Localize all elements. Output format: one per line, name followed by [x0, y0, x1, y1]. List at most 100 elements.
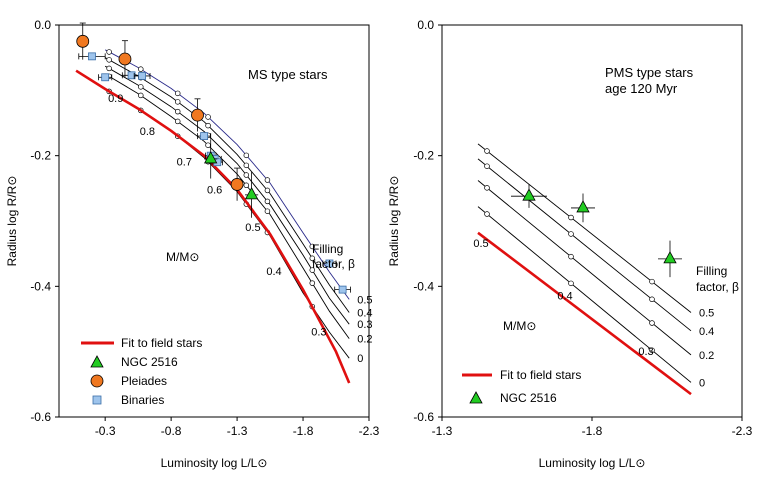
pms-x-axis-label: Luminosity log L/L⊙ [539, 456, 646, 470]
ms-filling-value-label: 0.5 [357, 294, 372, 306]
binary-point [88, 52, 96, 61]
ms-model-point [205, 114, 211, 120]
pms-model-point [568, 280, 574, 287]
pms-y-tick-label: -0.4 [413, 279, 434, 293]
pms-x-tick-label: -1.8 [582, 424, 603, 438]
pms-legend-ngc-swatch [469, 391, 483, 404]
pms-filling-label-1: Filling [696, 264, 727, 278]
ms-x-tick-label: -0.8 [161, 424, 182, 438]
ms-model-point [309, 243, 316, 250]
pms-plot-frame [441, 24, 743, 418]
pleiades-point [118, 52, 132, 66]
pms-model-point [649, 278, 655, 285]
binary-point [338, 285, 347, 294]
ms-filling-line [104, 73, 350, 339]
pms-mass-value-label: 0.4 [557, 290, 572, 302]
pleiades-point [76, 34, 90, 48]
pms-x-tick-label: -1.3 [432, 424, 453, 438]
ms-model-point [174, 108, 181, 115]
ms-model-point [264, 198, 271, 205]
ms-mass-value-label: 0.3 [311, 326, 326, 338]
ms-model-point [264, 177, 271, 183]
ms-x-tick-label: -2.3 [359, 424, 380, 438]
pms-filling-value-label: 0.2 [699, 350, 714, 362]
ms-model-point [243, 172, 250, 178]
pms-model-point [484, 163, 490, 169]
binary-point [200, 132, 209, 140]
pms-filling-line [477, 158, 692, 332]
ms-model-point [205, 122, 211, 129]
ms-legend-pleiades-label: Pleiades [121, 374, 167, 388]
pms-mass-value-label: 0.5 [473, 238, 488, 250]
binary-point [127, 71, 136, 80]
ms-x-tick-label: -1.8 [293, 424, 314, 438]
ms-filling-line [104, 57, 350, 313]
ms-mass-value-label: 0.9 [108, 93, 123, 105]
binary-point [101, 73, 110, 82]
pms-model-point [484, 211, 490, 217]
ms-model-point [106, 49, 112, 55]
ms-model-point [106, 57, 112, 63]
ms-legend-ngc-label: NGC 2516 [121, 355, 178, 369]
ms-x-tick-label: -0.3 [95, 424, 116, 438]
pleiades-point [230, 178, 244, 191]
ms-legend-fit-label: Fit to field stars [121, 336, 202, 350]
pms-legend: Fit to field stars NGC 2516 [462, 368, 581, 405]
ms-mass-value-label: 0.4 [266, 266, 281, 278]
ms-title: MS type stars [248, 67, 328, 82]
ms-model-point [138, 66, 144, 72]
ms-y-tick-label: -0.2 [30, 149, 51, 163]
pms-model-point [649, 296, 655, 303]
ms-model-point [243, 182, 250, 189]
binary-point [138, 72, 147, 80]
ms-panel: 00.20.30.40.50.90.80.70.60.50.40.3 -0.3-… [5, 18, 380, 470]
ms-mass-label: M/M⊙ [166, 250, 199, 264]
ms-model-point [264, 208, 271, 214]
pms-filling-line [477, 180, 692, 356]
pms-model-point [484, 148, 490, 154]
ms-model-point [174, 99, 181, 105]
ms-y-axis-label: Radius log R/R⊙ [5, 176, 19, 267]
ms-mass-value-label: 0.7 [177, 156, 192, 168]
ms-x-tick-label: -1.3 [227, 424, 248, 438]
pms-panel: 0 0.2 0.4 0.5 0.5 0.4 0.3 -1.3 -1.8 -2.3 0.0 -0.2… [387, 18, 753, 470]
ms-model-point [243, 152, 250, 159]
ms-model-point [106, 65, 112, 72]
pms-model-point [649, 347, 655, 353]
pms-model-point [568, 214, 574, 221]
ms-filling-label-1: Filling [312, 242, 343, 256]
binary-point [325, 259, 334, 268]
ngc2516-point [576, 200, 590, 213]
ms-filling-value-label: 0.4 [357, 307, 372, 319]
ms-legend-binaries-label: Binaries [121, 393, 164, 407]
ms-mass-value-label: 0.6 [207, 185, 222, 197]
ms-y-tick-label: 0.0 [34, 18, 51, 32]
pms-legend-fit-label: Fit to field stars [500, 368, 581, 382]
pms-x-tick-label: -2.3 [732, 424, 753, 438]
pms-model-point [568, 253, 574, 260]
pms-y-tick-label: -0.2 [413, 149, 434, 163]
ngc2516-point [663, 251, 677, 264]
ms-x-axis-label: Luminosity log L/L⊙ [161, 456, 268, 470]
pms-subtitle: age 120 Myr [605, 81, 678, 96]
pms-y-axis-label: Radius log R/R⊙ [387, 176, 401, 267]
ms-model-point [174, 90, 181, 97]
pms-filling-value-label: 0.4 [699, 326, 714, 338]
ms-filling-value-label: 0.3 [357, 319, 372, 331]
ms-legend-ngc-swatch [90, 355, 104, 368]
ms-y-tick-label: -0.4 [30, 279, 51, 293]
ms-plot-frame [58, 24, 370, 418]
pms-title: PMS type stars [605, 65, 694, 80]
pms-mass-value-label: 0.3 [638, 346, 653, 358]
pms-model-point [484, 185, 490, 191]
pms-y-tick-label: -0.6 [413, 410, 434, 424]
ms-model-point [309, 280, 316, 286]
ms-legend-binaries-swatch [92, 395, 102, 405]
ms-legend: Fit to field stars NGC 2516 Pleiades Bin… [81, 336, 202, 407]
ms-model-point [309, 255, 316, 262]
ms-y-tick-label: -0.6 [30, 410, 51, 424]
pms-filling-value-label: 0.5 [699, 307, 714, 319]
pms-mass-label: M/M⊙ [503, 319, 536, 333]
pms-filling-label-2: factor, β [696, 280, 739, 294]
